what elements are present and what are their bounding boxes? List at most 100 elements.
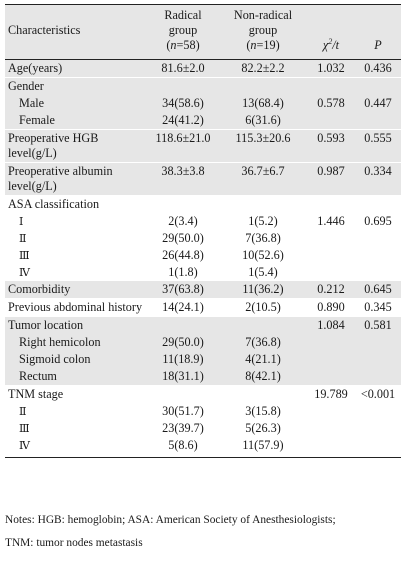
row-label: ASA classification bbox=[5, 195, 147, 213]
row-gender: Gender bbox=[5, 77, 401, 95]
row-label: Ⅲ bbox=[19, 249, 30, 262]
row-asa-3: Ⅲ 26(44.8) 10(52.6) bbox=[5, 247, 401, 264]
row-label: Male bbox=[5, 95, 147, 112]
stat-value: 1.446 bbox=[317, 214, 345, 228]
row-female: Female 24(41.2) 6(31.6) bbox=[5, 112, 401, 130]
row-abdominal-history: Previous abdominal history 14(24.1) 2(10… bbox=[5, 298, 401, 317]
radical-value: 29(50.0) bbox=[162, 231, 204, 245]
row-label: Ⅱ bbox=[19, 405, 27, 418]
row-tnm-3: Ⅲ 23(39.7) 5(26.3) bbox=[5, 420, 401, 437]
p-value: <0.001 bbox=[355, 385, 401, 403]
radical-value: 38.3±3.8 bbox=[147, 162, 219, 196]
nonradical-value: 10(52.6) bbox=[242, 248, 284, 262]
header-nonradical-line1: Non-radical bbox=[233, 8, 293, 22]
row-comorbidity: Comorbidity 37(63.8) 11(36.2) 0.212 0.64… bbox=[5, 281, 401, 299]
row-label: TNM stage bbox=[5, 385, 147, 403]
row-asa-2: Ⅱ 29(50.0) 7(36.8) bbox=[5, 230, 401, 247]
radical-value: 29(50.0) bbox=[147, 334, 219, 351]
nonradical-value: 6(31.6) bbox=[219, 112, 307, 130]
row-label: Ⅰ bbox=[19, 215, 24, 228]
p-value: 0.345 bbox=[355, 298, 401, 317]
row-label: Gender bbox=[5, 77, 147, 95]
row-label: Female bbox=[5, 112, 147, 130]
stat-value: 1.084 bbox=[307, 316, 355, 334]
row-label: Sigmoid colon bbox=[5, 351, 147, 368]
p-value: 0.334 bbox=[355, 162, 401, 196]
p-value: 0.447 bbox=[355, 95, 401, 112]
radical-value: 2(3.4) bbox=[168, 214, 198, 228]
p-value: 0.581 bbox=[355, 316, 401, 334]
radical-value: 5(8.6) bbox=[147, 437, 219, 458]
row-tnm-4: Ⅳ 5(8.6) 11(57.9) bbox=[5, 437, 401, 458]
nonradical-value: 8(42.1) bbox=[219, 368, 307, 386]
nonradical-value: 4(21.1) bbox=[219, 351, 307, 368]
row-asa: ASA classification bbox=[5, 195, 401, 213]
row-label: Tumor location bbox=[5, 316, 147, 334]
stat-value: 0.890 bbox=[307, 298, 355, 317]
row-label: Ⅲ bbox=[19, 422, 30, 435]
radical-value: 37(63.8) bbox=[147, 281, 219, 299]
radical-value: 30(51.7) bbox=[162, 404, 204, 418]
row-right-hemicolon: Right hemicolon 29(50.0) 7(36.8) bbox=[5, 334, 401, 351]
nonradical-value: 1(5.4) bbox=[248, 265, 278, 279]
nonradical-value: 1(5.2) bbox=[248, 214, 278, 228]
radical-value: 81.6±2.0 bbox=[147, 59, 219, 78]
nonradical-value: 82.2±2.2 bbox=[219, 59, 307, 78]
nonradical-value: 7(36.8) bbox=[219, 334, 307, 351]
notes-line-2: TNM: tumor nodes metastasis bbox=[5, 537, 143, 549]
header-nonradical-group: Non-radical group (n=19) bbox=[219, 4, 307, 60]
row-label: Comorbidity bbox=[5, 281, 147, 299]
nonradical-value: 5(26.3) bbox=[245, 421, 281, 435]
p-value: 0.436 bbox=[355, 59, 401, 78]
row-label: Age(years) bbox=[5, 59, 147, 78]
nonradical-value: 13(68.4) bbox=[219, 95, 307, 112]
header-radical-group: Radical group (n=58) bbox=[147, 4, 219, 60]
row-label: Rectum bbox=[5, 368, 147, 386]
stat-value: 19.789 bbox=[307, 385, 355, 403]
row-label: Ⅱ bbox=[19, 232, 27, 245]
row-label: Preoperative albumin level(g/L) bbox=[5, 162, 147, 196]
row-label: Ⅳ bbox=[5, 437, 147, 458]
radical-value: 34(58.6) bbox=[147, 95, 219, 112]
row-male: Male 34(58.6) 13(68.4) 0.578 0.447 bbox=[5, 95, 401, 112]
nonradical-value: 11(57.9) bbox=[219, 437, 307, 458]
characteristics-table: Characteristics Radical group (n=58) Non… bbox=[5, 4, 401, 458]
row-tnm-2: Ⅱ 30(51.7) 3(15.8) bbox=[5, 403, 401, 420]
row-sigmoid-colon: Sigmoid colon 11(18.9) 4(21.1) bbox=[5, 351, 401, 368]
p-value: 0.555 bbox=[355, 129, 401, 163]
radical-value: 11(18.9) bbox=[147, 351, 219, 368]
nonradical-value: 3(15.8) bbox=[245, 404, 281, 418]
row-tnm-stage: TNM stage 19.789 <0.001 bbox=[5, 385, 401, 403]
row-hgb: Preoperative HGB level(g/L) 118.6±21.0 1… bbox=[5, 129, 401, 163]
row-tumor-location: Tumor location 1.084 0.581 bbox=[5, 316, 401, 334]
header-p-value: P bbox=[355, 4, 401, 60]
radical-value: 23(39.7) bbox=[162, 421, 204, 435]
row-rectum: Rectum 18(31.1) 8(42.1) bbox=[5, 368, 401, 386]
radical-value: 26(44.8) bbox=[162, 248, 204, 262]
row-albumin: Preoperative albumin level(g/L) 38.3±3.8… bbox=[5, 162, 401, 196]
nonradical-value: 115.3±20.6 bbox=[219, 129, 307, 163]
nonradical-value: 11(36.2) bbox=[219, 281, 307, 299]
stat-value: 0.212 bbox=[307, 281, 355, 299]
radical-value: 18(31.1) bbox=[147, 368, 219, 386]
header-nonradical-line2: group bbox=[248, 23, 278, 37]
nonradical-value: 7(36.8) bbox=[245, 231, 281, 245]
row-label: Ⅳ bbox=[19, 266, 30, 279]
row-asa-4: Ⅳ 1(1.8) 1(5.4) bbox=[5, 264, 401, 281]
header-characteristics: Characteristics bbox=[5, 4, 147, 60]
row-age: Age(years) 81.6±2.0 82.2±2.2 1.032 0.436 bbox=[5, 59, 401, 78]
p-value: 0.645 bbox=[355, 281, 401, 299]
row-label: Preoperative HGB level(g/L) bbox=[5, 129, 147, 163]
radical-value: 14(24.1) bbox=[147, 298, 219, 317]
table-header-row: Characteristics Radical group (n=58) Non… bbox=[5, 4, 401, 60]
radical-value: 24(41.2) bbox=[147, 112, 219, 130]
stat-value: 0.593 bbox=[307, 129, 355, 163]
stat-value: 0.578 bbox=[307, 95, 355, 112]
header-radical-n: (n=58) bbox=[166, 38, 200, 52]
row-label: Right hemicolon bbox=[5, 334, 147, 351]
p-value: 0.695 bbox=[364, 214, 392, 228]
row-label: Previous abdominal history bbox=[5, 298, 147, 317]
radical-value: 1(1.8) bbox=[168, 265, 198, 279]
table-notes: Notes: HGB: hemoglobin; ASA: American So… bbox=[5, 513, 401, 559]
